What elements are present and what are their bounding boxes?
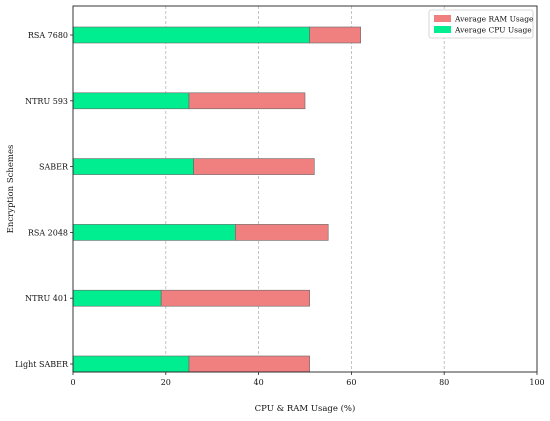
legend-label: Average RAM Usage	[454, 15, 534, 24]
y-tick-label: RSA 7680	[28, 31, 68, 40]
bar-segment	[72, 92, 190, 110]
bars	[72, 26, 361, 373]
bar-segment	[160, 289, 310, 307]
legend-label: Average CPU Usage	[454, 26, 532, 35]
bar-segment	[188, 92, 306, 110]
x-tick-label: 20	[161, 378, 171, 387]
x-tick-label: 60	[346, 378, 356, 387]
y-tick-label: NTRU 593	[25, 97, 68, 106]
legend-swatch	[434, 26, 451, 33]
x-axis-label: CPU & RAM Usage (%)	[255, 403, 356, 414]
y-axis-label: Encryption Schemes	[6, 145, 16, 234]
y-tick-label: SABER	[39, 163, 69, 172]
bar-segment	[72, 355, 190, 373]
y-tick-label: Light SABER	[15, 360, 69, 369]
bar-segment	[72, 26, 310, 44]
legend-box	[428, 9, 534, 39]
grid	[165, 6, 445, 372]
y-tick-label: RSA 2048	[28, 228, 68, 237]
plot-frame	[72, 5, 538, 373]
bar-segment	[193, 158, 315, 175]
x-tick-label: 40	[254, 378, 264, 387]
bar-segment	[309, 26, 361, 44]
bar-segment	[188, 355, 310, 373]
bar-segment	[72, 224, 236, 241]
axis-ticks: 0 20 40 60 80 100 RSA 7680 NTRU 593 SABER RSA 204…	[15, 31, 545, 387]
y-tick-label: NTRU 401	[25, 294, 68, 303]
bar-segment	[72, 289, 162, 307]
legend-swatch	[434, 15, 451, 22]
bar-segment	[235, 224, 329, 241]
legend: Average RAM Usage Average CPU Usage	[428, 9, 534, 39]
x-tick-label: 0	[70, 378, 75, 387]
x-tick-label: 80	[439, 378, 449, 387]
x-tick-label: 100	[529, 378, 544, 387]
bar-segment	[72, 158, 194, 175]
